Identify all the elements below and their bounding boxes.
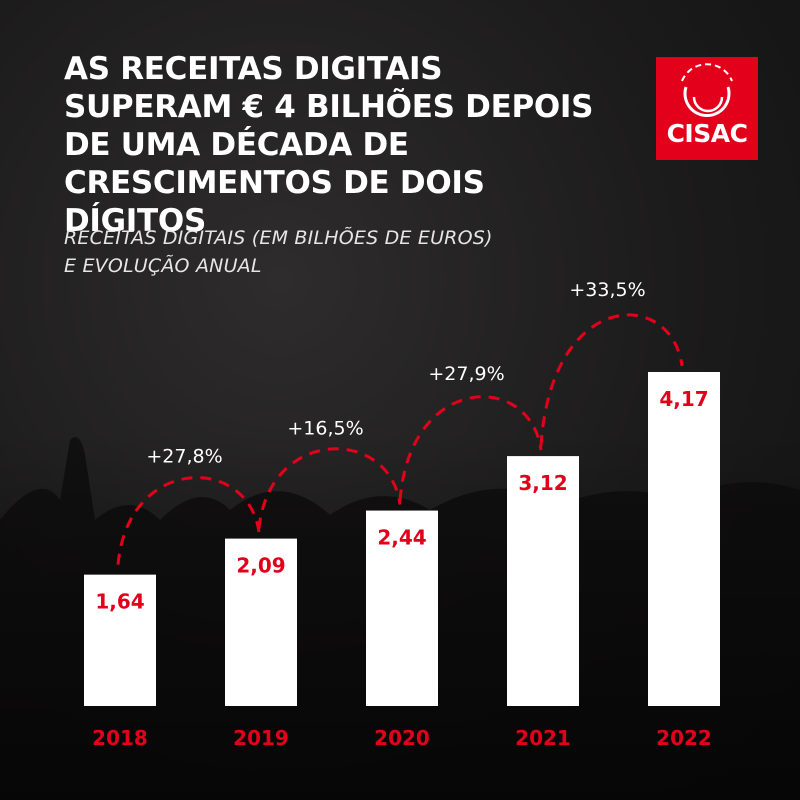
page-title: AS RECEITAS DIGITAIS SUPERAM € 4 BILHÕES… (64, 51, 594, 239)
logo-swirl-icon (681, 63, 733, 118)
growth-label-2: +16,5% (287, 418, 363, 440)
growth-arc-2 (257, 447, 402, 529)
growth-label-4: +33,5% (569, 279, 645, 301)
category-label-2018: 2018 (92, 726, 148, 750)
cisac-logo: CISAC (656, 57, 758, 160)
bar-2019 (225, 538, 297, 706)
category-label-2021: 2021 (515, 726, 571, 750)
growth-arc-4 (539, 313, 684, 447)
growth-label-3: +27,9% (428, 363, 504, 385)
bar-2021 (507, 456, 579, 706)
growth-arc-3 (398, 395, 543, 501)
bar-2020 (366, 510, 438, 706)
subtitle-line-2: E EVOLUÇÃO ANUAL (64, 255, 262, 277)
logo-text: CISAC (666, 119, 748, 148)
value-label-2022: 4,17 (659, 387, 708, 411)
category-label-2020: 2020 (374, 726, 430, 750)
value-label-2021: 3,12 (518, 471, 567, 495)
growth-label-1: +27,8% (146, 446, 222, 468)
category-label-2019: 2019 (233, 726, 289, 750)
category-label-2022: 2022 (656, 726, 712, 750)
growth-arc-1 (116, 476, 261, 565)
value-label-2020: 2,44 (377, 526, 426, 550)
subtitle-line-1: RECEITAS DIGITAIS (EM BILHÕES DE EUROS) (64, 227, 493, 249)
value-label-2018: 1,64 (95, 590, 144, 614)
bar-2018 (84, 574, 156, 706)
bar-2022 (648, 372, 720, 706)
chart-subtitle: RECEITAS DIGITAIS (EM BILHÕES DE EUROS) … (64, 224, 624, 280)
value-label-2019: 2,09 (236, 554, 285, 578)
